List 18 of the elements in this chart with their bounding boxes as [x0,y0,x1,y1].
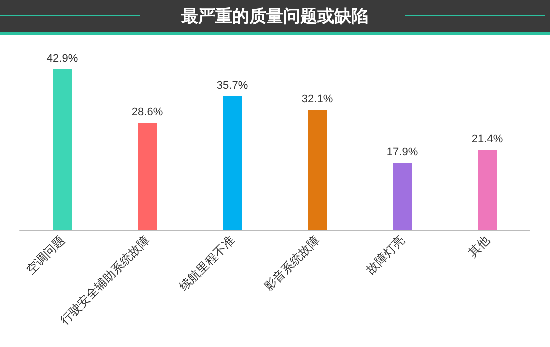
data-label: 35.7% [216,80,248,92]
bar [223,96,242,230]
data-label: 32.1% [302,93,334,106]
data-label: 21.4% [472,133,504,146]
bar [478,150,497,230]
x-tick-label: 影音系统故障 [262,233,322,294]
data-label: 17.9% [386,146,418,159]
x-tick-label: 续航里程不准 [176,233,238,294]
x-tick-label: 故障灯亮 [364,233,408,277]
data-label: 42.9% [46,53,78,66]
data-label: 28.6% [132,106,164,119]
chart-title: 最严重的质量问题或缺陷 [180,6,370,28]
bar [393,163,412,230]
x-tick-label: 其他 [466,233,492,260]
bar [138,123,157,230]
bar [53,70,72,230]
bar [308,110,327,230]
x-tick-label: 空调问题 [24,233,68,277]
